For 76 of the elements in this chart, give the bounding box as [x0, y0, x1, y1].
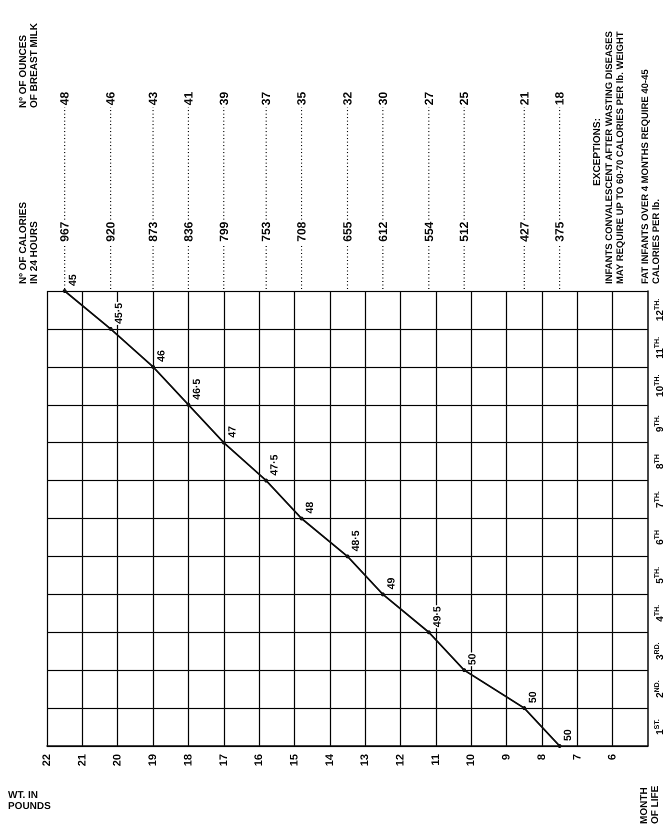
point	[222, 440, 226, 445]
annotation: 45	[67, 274, 80, 286]
x-tick-label: 21	[76, 754, 88, 766]
x-tick-label: 9	[500, 754, 513, 760]
text: 25	[457, 92, 472, 106]
text: 46	[104, 92, 118, 106]
annotation: 50	[526, 691, 539, 704]
x-tick-label: 17	[218, 754, 230, 766]
text: 21	[517, 92, 532, 106]
annotation: 45·5	[113, 302, 126, 324]
point	[108, 326, 113, 331]
text: FAT INFANTS OVER 4 MONTHS REQUIRE 40-45 CALORIES PER lb.	[640, 66, 662, 284]
annotation: 46·5	[190, 378, 203, 400]
x-tick-label: 6	[606, 754, 619, 760]
text: 512	[457, 221, 472, 242]
annotation: 49·5	[431, 606, 444, 628]
annotation: 49	[385, 577, 398, 590]
point	[300, 516, 304, 520]
text: 873	[146, 221, 160, 242]
x-tick-label: 7	[571, 754, 584, 760]
text: 48	[58, 92, 72, 106]
text: 35	[294, 92, 309, 106]
text: EXCEPTIONS:	[592, 118, 603, 186]
text: 375	[552, 221, 567, 242]
y-axis-title: MONTH OF LIFE	[639, 785, 661, 824]
x-tick-label: 15	[288, 754, 300, 766]
text: 655	[340, 221, 354, 242]
annotation: 46	[156, 350, 168, 362]
annotation: 50	[466, 653, 479, 666]
point	[522, 706, 526, 710]
annotation: 47	[226, 426, 238, 438]
point	[151, 364, 156, 369]
text: 30	[376, 92, 390, 106]
x-tick-label: 14	[324, 753, 336, 766]
text: 612	[376, 221, 390, 242]
x-tick-label: 22	[41, 754, 53, 766]
text: 708	[294, 221, 309, 242]
text: 27	[422, 92, 436, 106]
x-tick-label: 18	[182, 754, 194, 766]
point	[186, 402, 190, 407]
x-tick-label: 8	[536, 754, 548, 760]
x-tick-label: 10	[465, 754, 478, 766]
text: 43	[146, 92, 160, 106]
text: 41	[181, 92, 196, 106]
text: 18	[552, 92, 567, 106]
text: 32	[340, 92, 354, 106]
text: INFANTS CONVALESCENT AFTER WASTING DISEASES MAY REQUIRE UP TO 60-70 CALORIES PER lb. WEIGHT	[604, 28, 626, 284]
x-tick-label: 16	[253, 754, 266, 766]
text: Nº OF OUNCES OF BREAST MILK	[18, 22, 40, 108]
text: 967	[58, 221, 72, 242]
text: 753	[259, 221, 274, 242]
text: 799	[216, 221, 231, 242]
text: 920	[104, 221, 118, 242]
annotation: 48·5	[350, 530, 362, 552]
x-tick-label: 12	[394, 754, 407, 766]
text: 836	[181, 221, 196, 242]
text: 39	[216, 92, 231, 106]
annotation: 47·5	[268, 454, 281, 476]
x-axis-title: WT. IN POUNDS	[8, 790, 52, 812]
point	[380, 592, 385, 596]
text: Nº OF CALORIES IN 24 HOURS	[18, 202, 40, 284]
text: 427	[517, 221, 532, 242]
annotation: 50	[562, 729, 574, 741]
point	[264, 478, 268, 483]
x-tick-label: 13	[359, 754, 372, 766]
point	[62, 289, 67, 293]
x-tick-label: 19	[147, 754, 160, 766]
point	[462, 668, 466, 672]
point	[426, 630, 431, 634]
x-tick-label: 20	[112, 754, 124, 766]
point	[346, 554, 350, 558]
text: 554	[422, 221, 436, 242]
annotation: 48	[304, 502, 316, 514]
text: 37	[259, 92, 274, 106]
point	[558, 744, 562, 748]
x-tick-label: 11	[430, 754, 442, 766]
